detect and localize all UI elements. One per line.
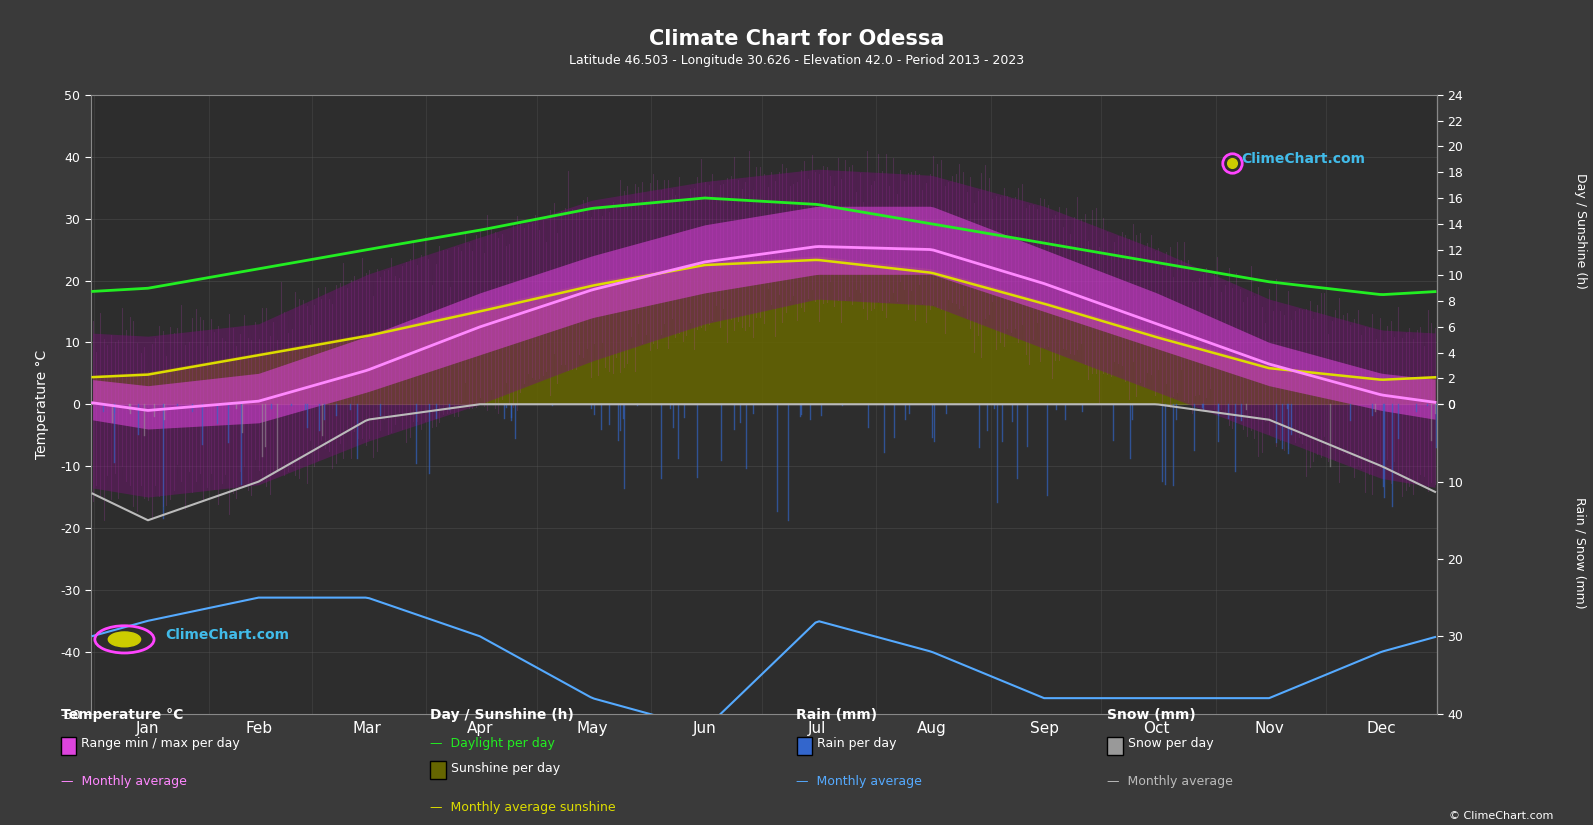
Text: Climate Chart for Odessa: Climate Chart for Odessa: [648, 29, 945, 49]
Text: Snow (mm): Snow (mm): [1107, 708, 1196, 722]
Text: —  Daylight per day: — Daylight per day: [430, 738, 554, 751]
Text: Rain per day: Rain per day: [817, 738, 897, 751]
Text: Day / Sunshine (h): Day / Sunshine (h): [430, 708, 573, 722]
Text: Snow per day: Snow per day: [1128, 738, 1214, 751]
Text: Rain / Snow (mm): Rain / Snow (mm): [1574, 497, 1587, 609]
Text: —  Monthly average: — Monthly average: [61, 775, 186, 788]
Text: ClimeChart.com: ClimeChart.com: [164, 629, 288, 643]
Text: Day / Sunshine (h): Day / Sunshine (h): [1574, 173, 1587, 289]
Text: —  Monthly average: — Monthly average: [1107, 775, 1233, 788]
Text: Temperature °C: Temperature °C: [61, 708, 183, 722]
Y-axis label: Temperature °C: Temperature °C: [35, 350, 49, 459]
Text: —  Monthly average: — Monthly average: [796, 775, 922, 788]
Text: Range min / max per day: Range min / max per day: [81, 738, 241, 751]
Text: ClimeChart.com: ClimeChart.com: [1241, 152, 1365, 166]
Text: Sunshine per day: Sunshine per day: [451, 762, 561, 775]
Text: © ClimeChart.com: © ClimeChart.com: [1448, 811, 1553, 821]
Text: Rain (mm): Rain (mm): [796, 708, 878, 722]
Text: Latitude 46.503 - Longitude 30.626 - Elevation 42.0 - Period 2013 - 2023: Latitude 46.503 - Longitude 30.626 - Ele…: [569, 54, 1024, 67]
Circle shape: [108, 632, 140, 647]
Text: —  Monthly average sunshine: — Monthly average sunshine: [430, 801, 616, 814]
